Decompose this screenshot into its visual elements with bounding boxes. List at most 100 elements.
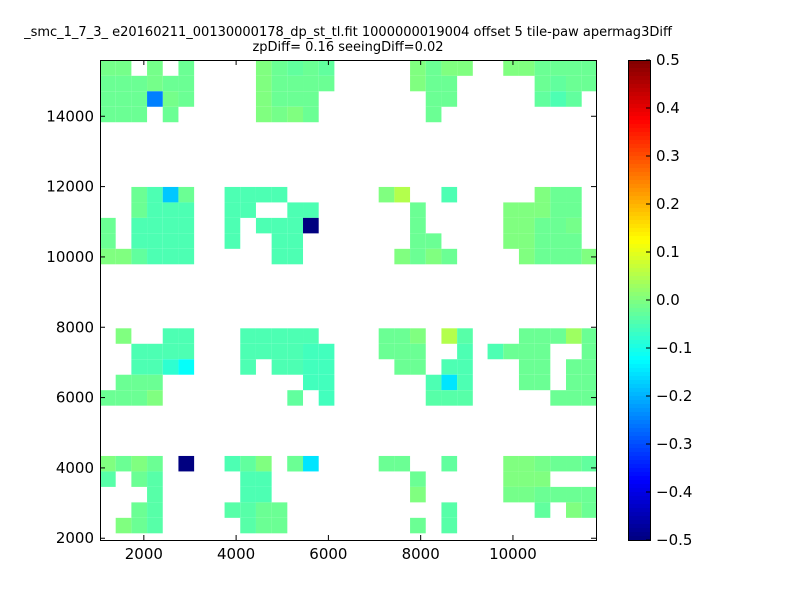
heatmap-cell	[503, 471, 519, 487]
heatmap-cell	[147, 517, 163, 534]
heatmap-cell	[240, 455, 256, 472]
heatmap-cell	[534, 202, 551, 218]
heatmap-cell	[287, 217, 304, 234]
heatmap-cell	[581, 502, 596, 518]
heatmap-cell	[566, 248, 582, 265]
colorbar-segment	[628, 384, 650, 389]
heatmap-cell	[518, 486, 535, 503]
heatmap-cell	[162, 202, 179, 218]
colorbar-segment	[628, 308, 650, 313]
colorbar-segment	[628, 324, 650, 329]
heatmap-cell	[550, 60, 567, 76]
colorbar-segment	[628, 496, 650, 501]
colorbar-segment	[628, 336, 650, 341]
heatmap-cell	[581, 248, 596, 265]
colorbar-segment	[628, 152, 650, 157]
heatmap-cell	[131, 233, 148, 249]
heatmap-cell	[131, 75, 148, 92]
colorbar-segment	[628, 524, 650, 529]
colorbar-segment	[628, 144, 650, 149]
heatmap-cell	[550, 91, 567, 107]
heatmap-cell	[534, 343, 551, 360]
heatmap-cell	[147, 233, 163, 249]
heatmap-cell	[100, 455, 116, 472]
heatmap-cell	[410, 486, 426, 503]
heatmap-cell	[131, 471, 148, 487]
colorbar-segment	[628, 192, 650, 197]
heatmap-cell	[131, 186, 148, 203]
heatmap-cell	[518, 202, 535, 218]
colorbar-tick-label: −0.4	[656, 483, 692, 501]
heatmap-cell	[115, 517, 132, 534]
heatmap-cell	[503, 455, 519, 472]
colorbar-segment	[628, 312, 650, 317]
heatmap-cell	[131, 374, 148, 391]
heatmap-cell	[147, 471, 163, 487]
colorbar-segment	[628, 332, 650, 337]
heatmap-cell	[287, 60, 304, 76]
heatmap-cell	[147, 502, 163, 518]
heatmap-cell	[255, 455, 272, 472]
heatmap-cell	[425, 91, 442, 107]
colorbar-segment	[628, 280, 650, 285]
colorbar-segment	[628, 104, 650, 109]
heatmap-cell	[518, 248, 535, 265]
heatmap-cell	[410, 202, 426, 218]
heatmap-cell	[147, 60, 163, 76]
heatmap-cell	[271, 60, 288, 76]
colorbar-segment	[628, 376, 650, 381]
colorbar-segment	[628, 404, 650, 409]
heatmap-cell	[224, 186, 241, 203]
heatmap-cells	[100, 60, 596, 534]
colorbar-segment	[628, 64, 650, 69]
heatmap-cell	[534, 359, 551, 375]
colorbar-segment	[628, 180, 650, 185]
heatmap-cell	[100, 390, 116, 406]
colorbar-segment	[628, 440, 650, 445]
heatmap-cell	[131, 217, 148, 234]
heatmap-cell	[147, 374, 163, 391]
heatmap-cell	[441, 186, 458, 203]
colorbar-segment	[628, 432, 650, 437]
colorbar-segment	[628, 224, 650, 229]
colorbar-segment	[628, 340, 650, 345]
colorbar-segment	[628, 492, 650, 497]
colorbar-segment	[628, 416, 650, 421]
colorbar-segment	[628, 252, 650, 257]
colorbar-segment	[628, 80, 650, 85]
colorbar-segment	[628, 456, 650, 461]
colorbar-segment	[628, 388, 650, 393]
colorbar-segment	[628, 232, 650, 237]
heatmap-cell	[100, 471, 116, 487]
heatmap-cell	[178, 202, 195, 218]
heatmap-cell	[394, 343, 411, 360]
colorbar-segment	[628, 220, 650, 225]
colorbar-tick-label: 0.2	[656, 195, 680, 213]
heatmap-cell	[303, 343, 319, 360]
heatmap-cell	[550, 248, 567, 265]
heatmap-cell	[410, 328, 426, 344]
heatmap-cell	[394, 359, 411, 375]
heatmap-cell	[287, 91, 304, 107]
heatmap-cell	[410, 517, 426, 534]
heatmap-cell	[224, 202, 241, 218]
heatmap-cell	[115, 75, 132, 92]
heatmap-cell	[503, 233, 519, 249]
heatmap-cell	[441, 502, 458, 518]
heatmap-cell	[441, 75, 458, 92]
heatmap-cell	[410, 359, 426, 375]
heatmap-cell	[255, 502, 272, 518]
heatmap-cell	[534, 374, 551, 391]
heatmap-cell	[566, 359, 582, 375]
colorbar-tick-label: −0.5	[656, 531, 692, 549]
heatmap-cell	[100, 60, 116, 76]
colorbar-segment	[628, 480, 650, 485]
heatmap-cell	[550, 186, 567, 203]
colorbar-segment	[628, 320, 650, 325]
heatmap-cell	[100, 75, 116, 92]
heatmap-cell	[271, 517, 288, 534]
heatmap-cell	[581, 75, 596, 92]
colorbar-segment	[628, 372, 650, 377]
colorbar-segment	[628, 536, 650, 541]
heatmap-cell	[255, 517, 272, 534]
